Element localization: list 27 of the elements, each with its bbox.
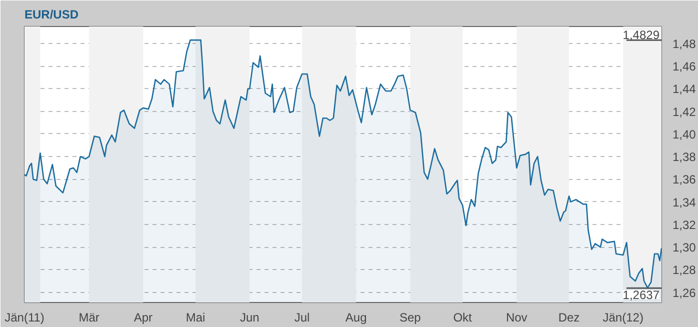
ref-line-label: 1,2637 xyxy=(622,288,660,302)
y-tick-label: 1,28 xyxy=(672,263,696,278)
x-tick-label: Dez xyxy=(558,310,580,324)
x-tick-label: Sep xyxy=(400,310,422,324)
x-tick-label: Jän(11) xyxy=(4,310,44,324)
y-tick-label: 1,34 xyxy=(672,195,696,210)
y-tick-label: 1,40 xyxy=(672,127,696,142)
x-tick-label: Jul xyxy=(294,310,310,324)
y-tick-label: 1,46 xyxy=(672,60,696,74)
x-tick-label: Mär xyxy=(78,310,100,324)
x-tick-label: Aug xyxy=(345,310,367,324)
y-tick-label: 1,26 xyxy=(672,286,696,300)
y-tick-label: 1,38 xyxy=(672,150,696,164)
x-tick-label: Nov xyxy=(506,310,528,324)
y-tick-label: 1,36 xyxy=(672,172,696,187)
x-tick-label: Jun xyxy=(240,310,260,324)
chart-title: EUR/USD xyxy=(24,8,79,22)
x-tick-label: Okt xyxy=(453,310,473,324)
y-tick-label: 1,42 xyxy=(672,104,696,119)
y-tick-label: 1,48 xyxy=(672,36,696,51)
y-tick-label: 1,44 xyxy=(672,82,696,96)
x-tick-label: Mai xyxy=(186,310,206,324)
y-tick-label: 1,30 xyxy=(672,240,696,255)
y-tick-label: 1,32 xyxy=(672,218,696,232)
ref-line-label: 1,4829 xyxy=(622,28,660,42)
x-tick-label: Jän(12) xyxy=(602,310,644,324)
x-tick-label: Apr xyxy=(134,310,153,324)
